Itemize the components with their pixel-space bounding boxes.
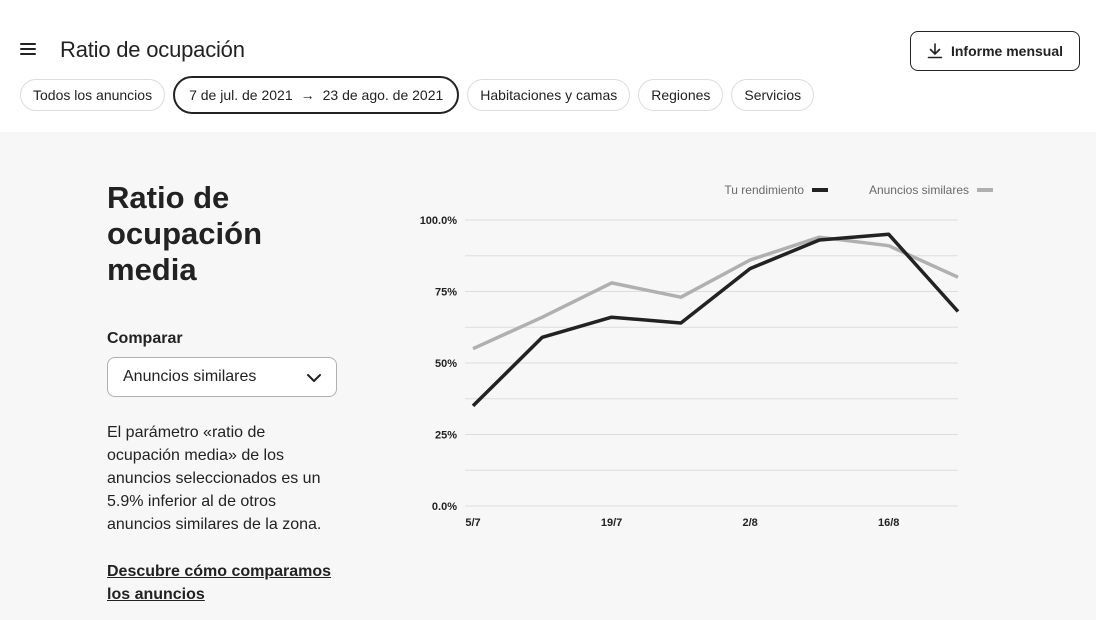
- filter-rooms-beds[interactable]: Habitaciones y camas: [467, 79, 631, 111]
- main-content: Ratio de ocupación media Comparar Anunci…: [0, 132, 1096, 620]
- compare-select-value: Anuncios similares: [123, 368, 257, 385]
- legend-label: Tu rendimiento: [724, 183, 804, 197]
- header-bar: Ratio de ocupación Informe mensual Todos…: [0, 0, 1096, 132]
- date-range-start: 7 de jul. de 2021: [189, 87, 293, 103]
- filter-regions[interactable]: Regiones: [638, 79, 724, 111]
- legend-label: Anuncios similares: [869, 183, 969, 197]
- learn-comparison-link[interactable]: Descubre cómo comparamos los anuncios: [107, 563, 332, 603]
- comparison-series-line: [472, 235, 959, 351]
- x-tick-label: 2/8: [742, 517, 757, 529]
- summary-panel: Ratio de ocupación media Comparar Anunci…: [107, 180, 347, 606]
- y-tick-label: 50%: [435, 358, 457, 370]
- compare-label: Comparar: [107, 330, 183, 347]
- occupancy-line-chart: 100.0% 75% 50% 25% 0.0% 5/7 19/7 2/8 16/8 Tu rend…: [420, 183, 993, 529]
- chevron-down-icon: [307, 374, 321, 382]
- filter-date-range[interactable]: 7 de jul. de 2021 → 23 de ago. de 2021: [173, 76, 460, 114]
- x-tick-label: 19/7: [601, 517, 622, 529]
- x-tick-label: 16/8: [878, 517, 899, 529]
- arrow-right-icon: →: [300, 87, 315, 103]
- comparison-description: El parámetro «ratio de ocupación media» …: [107, 424, 322, 533]
- x-tick-label: 5/7: [465, 517, 480, 529]
- filter-all-listings[interactable]: Todos los anuncios: [20, 79, 166, 111]
- y-tick-label: 0.0%: [432, 501, 457, 513]
- occupancy-chart: 100.0% 75% 50% 25% 0.0% 5/7 19/7 2/8 16/8 Tu rend…: [400, 172, 1020, 592]
- y-tick-label: 25%: [435, 430, 457, 442]
- compare-select[interactable]: Anuncios similares: [107, 357, 337, 397]
- hamburger-menu-icon[interactable]: [20, 43, 36, 59]
- primary-series-line: [471, 232, 960, 408]
- monthly-report-button[interactable]: Informe mensual: [910, 31, 1080, 71]
- page-title: Ratio de ocupación: [60, 37, 245, 62]
- download-icon: [927, 43, 943, 59]
- y-tick-label: 100.0%: [420, 215, 458, 227]
- section-title: Ratio de ocupación media: [107, 180, 263, 287]
- filter-bar: Todos los anuncios 7 de jul. de 2021 → 2…: [20, 76, 815, 114]
- filter-services[interactable]: Servicios: [731, 79, 815, 111]
- date-range-end: 23 de ago. de 2021: [322, 87, 444, 103]
- monthly-report-label: Informe mensual: [950, 43, 1064, 59]
- y-tick-label: 75%: [435, 287, 457, 299]
